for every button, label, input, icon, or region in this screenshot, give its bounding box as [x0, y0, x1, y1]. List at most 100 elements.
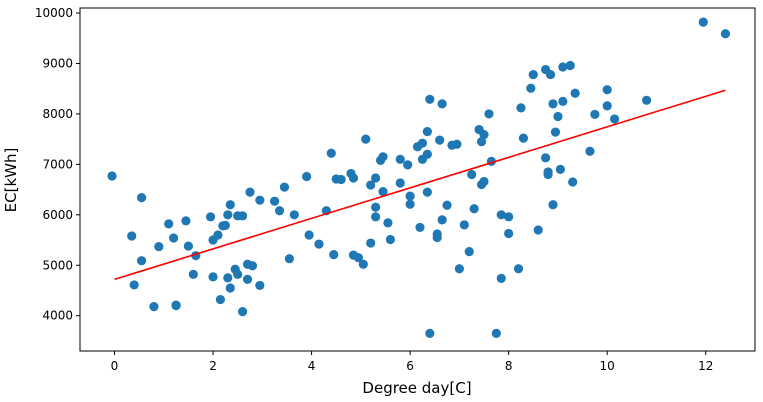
- data-point: [425, 94, 435, 104]
- y-tick-label: 10000: [35, 6, 73, 20]
- plot-area-frame: [79, 7, 756, 352]
- data-point: [233, 269, 243, 279]
- data-point: [314, 239, 324, 249]
- data-point: [395, 178, 405, 188]
- data-point: [358, 259, 368, 269]
- data-point: [565, 60, 575, 71]
- data-point: [353, 253, 363, 263]
- data-point: [642, 95, 652, 105]
- data-point: [585, 146, 595, 156]
- data-point: [518, 133, 529, 143]
- data-points: [107, 17, 731, 338]
- y-tick-label: 5000: [42, 258, 73, 272]
- data-point: [422, 149, 432, 159]
- y-tick-label: 4000: [42, 309, 73, 323]
- x-tick-label: 12: [698, 359, 713, 373]
- y-axis-label: EC[kWh]: [2, 148, 20, 213]
- data-point: [205, 212, 216, 222]
- data-point: [484, 109, 494, 119]
- data-point: [383, 218, 393, 228]
- data-point: [437, 99, 447, 109]
- data-point: [467, 169, 477, 180]
- data-point: [405, 191, 415, 201]
- data-point: [558, 62, 568, 72]
- data-point: [242, 274, 253, 284]
- data-point: [302, 171, 312, 182]
- data-point: [107, 171, 117, 181]
- data-point: [385, 234, 396, 245]
- data-point: [371, 212, 381, 222]
- data-point: [496, 273, 506, 283]
- data-point: [336, 174, 346, 185]
- data-point: [442, 200, 452, 210]
- data-point: [425, 328, 435, 338]
- data-point: [366, 238, 376, 248]
- data-point: [476, 137, 487, 147]
- data-point: [528, 69, 538, 80]
- data-point: [558, 96, 568, 106]
- data-point: [602, 101, 612, 111]
- fit-line: [114, 89, 726, 281]
- data-point: [164, 219, 174, 229]
- data-point: [215, 294, 226, 305]
- data-point: [548, 200, 558, 210]
- data-point: [223, 273, 233, 283]
- data-point: [469, 204, 479, 214]
- data-point: [435, 135, 445, 145]
- data-point: [513, 264, 524, 274]
- data-point: [516, 103, 526, 113]
- y-tick-label: 9000: [42, 56, 73, 70]
- x-tick-label: 6: [406, 359, 414, 373]
- x-tick-label: 8: [505, 359, 513, 373]
- data-point: [437, 215, 447, 225]
- data-point: [154, 241, 164, 252]
- data-point: [415, 222, 425, 233]
- fit-line-group: [114, 89, 726, 281]
- data-point: [136, 256, 147, 266]
- data-point: [403, 160, 413, 170]
- data-point: [274, 206, 285, 216]
- data-point: [361, 134, 371, 144]
- data-point: [602, 85, 612, 95]
- data-point: [395, 154, 405, 164]
- data-point: [169, 233, 179, 243]
- data-point: [550, 127, 561, 137]
- data-point: [555, 164, 565, 175]
- data-point: [255, 195, 265, 205]
- y-tick-label: 7000: [42, 157, 73, 171]
- y-axis: 4000 5000 6000 7000 8000 9000 10000: [35, 6, 80, 323]
- data-point: [720, 29, 731, 39]
- data-point: [526, 83, 536, 93]
- data-point: [326, 148, 336, 158]
- data-point: [568, 177, 578, 187]
- x-tick-label: 4: [308, 359, 316, 373]
- data-point: [378, 187, 388, 197]
- data-point: [247, 261, 258, 271]
- data-point: [279, 182, 290, 192]
- data-point: [464, 247, 474, 257]
- x-tick-label: 2: [209, 359, 217, 373]
- x-tick-label: 10: [600, 359, 615, 373]
- data-point: [270, 196, 280, 206]
- data-point: [129, 280, 139, 290]
- data-point: [284, 254, 294, 264]
- data-point: [454, 264, 464, 274]
- data-point: [452, 139, 462, 149]
- data-point: [255, 280, 265, 291]
- y-tick-label: 6000: [42, 208, 73, 222]
- data-point: [371, 173, 381, 183]
- data-point: [183, 241, 193, 251]
- data-point: [533, 225, 543, 235]
- x-axis: 0 2 4 6 8 10 12: [111, 351, 713, 373]
- data-point: [213, 230, 223, 240]
- data-point: [417, 138, 428, 148]
- data-point: [405, 199, 415, 209]
- data-point: [479, 176, 489, 187]
- data-point: [479, 130, 489, 140]
- data-point: [304, 230, 314, 240]
- data-point: [289, 210, 299, 220]
- data-point: [432, 232, 442, 243]
- data-point: [188, 269, 198, 279]
- data-point: [378, 152, 388, 162]
- data-point: [543, 169, 553, 180]
